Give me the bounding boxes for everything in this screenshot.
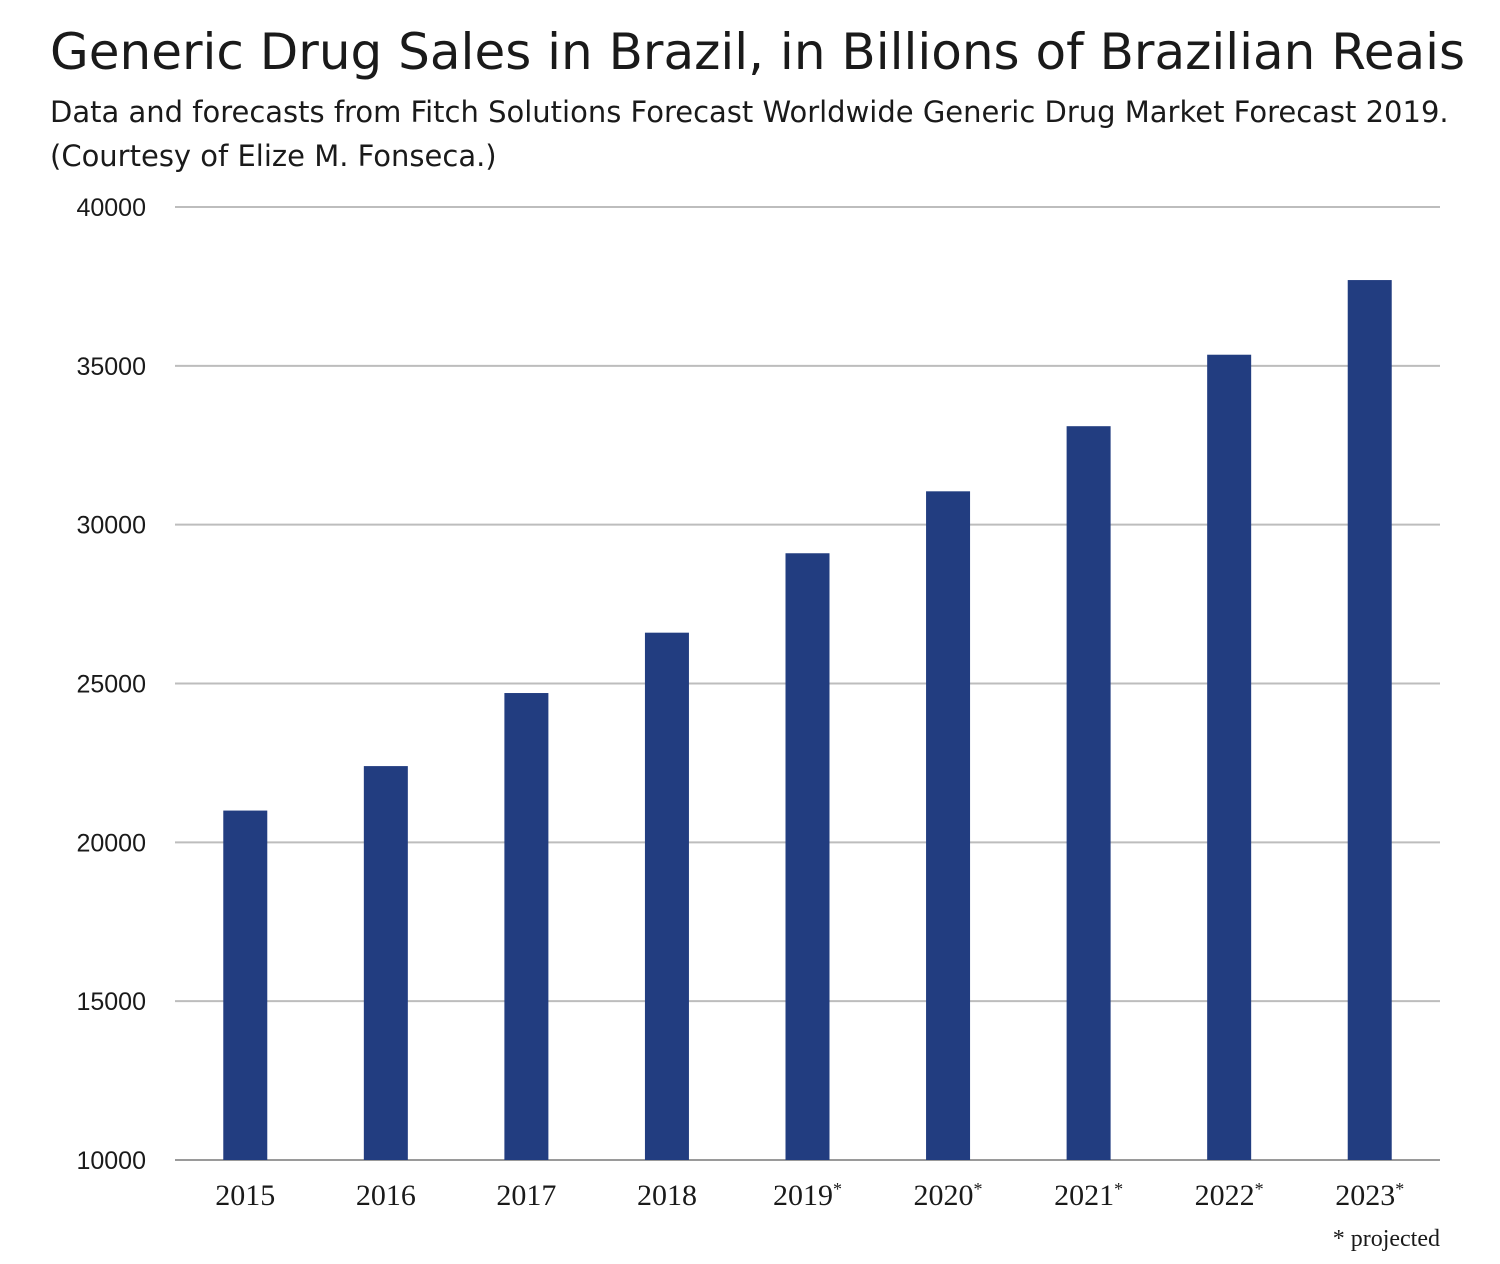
bar [363,766,408,1160]
y-tick-label: 25000 [76,671,146,699]
projected-mark: * [1255,1179,1264,1199]
y-tick-label: 20000 [76,829,146,857]
bar [785,553,830,1160]
x-tick-label: 2021* [1054,1179,1123,1212]
x-tick-label: 2023* [1335,1179,1404,1212]
bar [926,491,971,1161]
bar [1347,280,1392,1160]
bar [223,810,268,1160]
projected-mark: * [974,1179,983,1199]
x-tick-label: 2016 [356,1179,416,1212]
x-tick-label: 2019* [773,1179,842,1212]
projected-mark: * [1114,1179,1123,1199]
bar [644,632,689,1160]
x-tick-label: 2017 [496,1179,556,1212]
x-tick-label: 2015 [215,1179,275,1212]
x-tick-label: 2020* [914,1179,983,1212]
bar [1066,426,1111,1160]
y-tick-label: 30000 [76,512,146,540]
chart-subtitle: Data and forecasts from Fitch Solutions … [50,95,1449,173]
bars [223,280,1392,1161]
y-tick-label: 10000 [76,1147,146,1175]
y-tick-label: 35000 [76,353,146,381]
y-axis-ticks: 10000 15000 20000 25000 30000 35000 40000 [76,194,146,1175]
x-axis-ticks: 2015 2016 2017 2018 2019* 2020* 2021* 2022* 2023… [215,1179,1404,1212]
chart-title: Generic Drug Sales in Brazil, in Billion… [50,23,1466,81]
projected-mark: * [833,1179,842,1199]
y-tick-label: 15000 [76,988,146,1016]
bar [1207,354,1252,1161]
x-tick-label: 2022* [1195,1179,1264,1212]
footnote: * projected [1332,1226,1440,1252]
x-tick-label: 2018 [637,1179,697,1212]
bar [504,693,549,1160]
projected-mark: * [1395,1179,1404,1199]
y-tick-label: 40000 [76,194,146,222]
